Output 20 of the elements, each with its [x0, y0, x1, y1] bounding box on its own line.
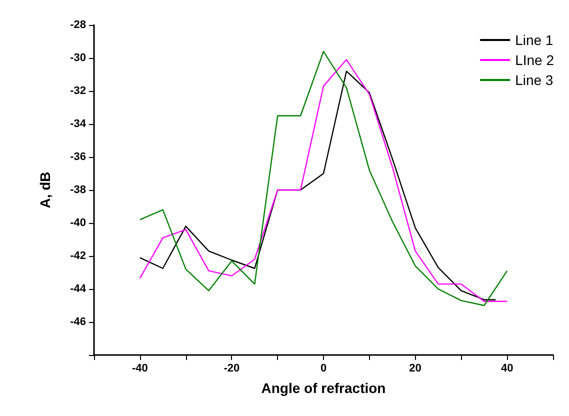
y-tick-label: -34: [70, 118, 87, 130]
x-tick-label: 20: [409, 362, 422, 374]
y-tick-label: -40: [70, 217, 86, 229]
x-tick-label: 40: [500, 362, 514, 374]
x-tick-label: 0: [320, 362, 327, 374]
y-tick-label: -28: [70, 19, 86, 31]
x-axis-title: Angle of refraction: [261, 380, 386, 396]
legend-label: LIne 2: [515, 52, 554, 68]
y-tick-label: -32: [70, 85, 86, 97]
x-tick-label: -20: [224, 362, 240, 374]
y-tick-label: -44: [70, 283, 87, 295]
y-tick-label: -42: [70, 250, 86, 262]
legend-label: Line 3: [515, 72, 554, 88]
legend-label: Line 1: [515, 32, 554, 48]
y-tick-label: -46: [70, 316, 86, 328]
y-axis-title: A, dB: [37, 172, 53, 208]
y-tick-label: -30: [70, 52, 86, 64]
x-tick-label: -40: [132, 362, 148, 374]
y-tick-label: -36: [70, 151, 86, 163]
y-tick-label: -38: [70, 184, 86, 196]
